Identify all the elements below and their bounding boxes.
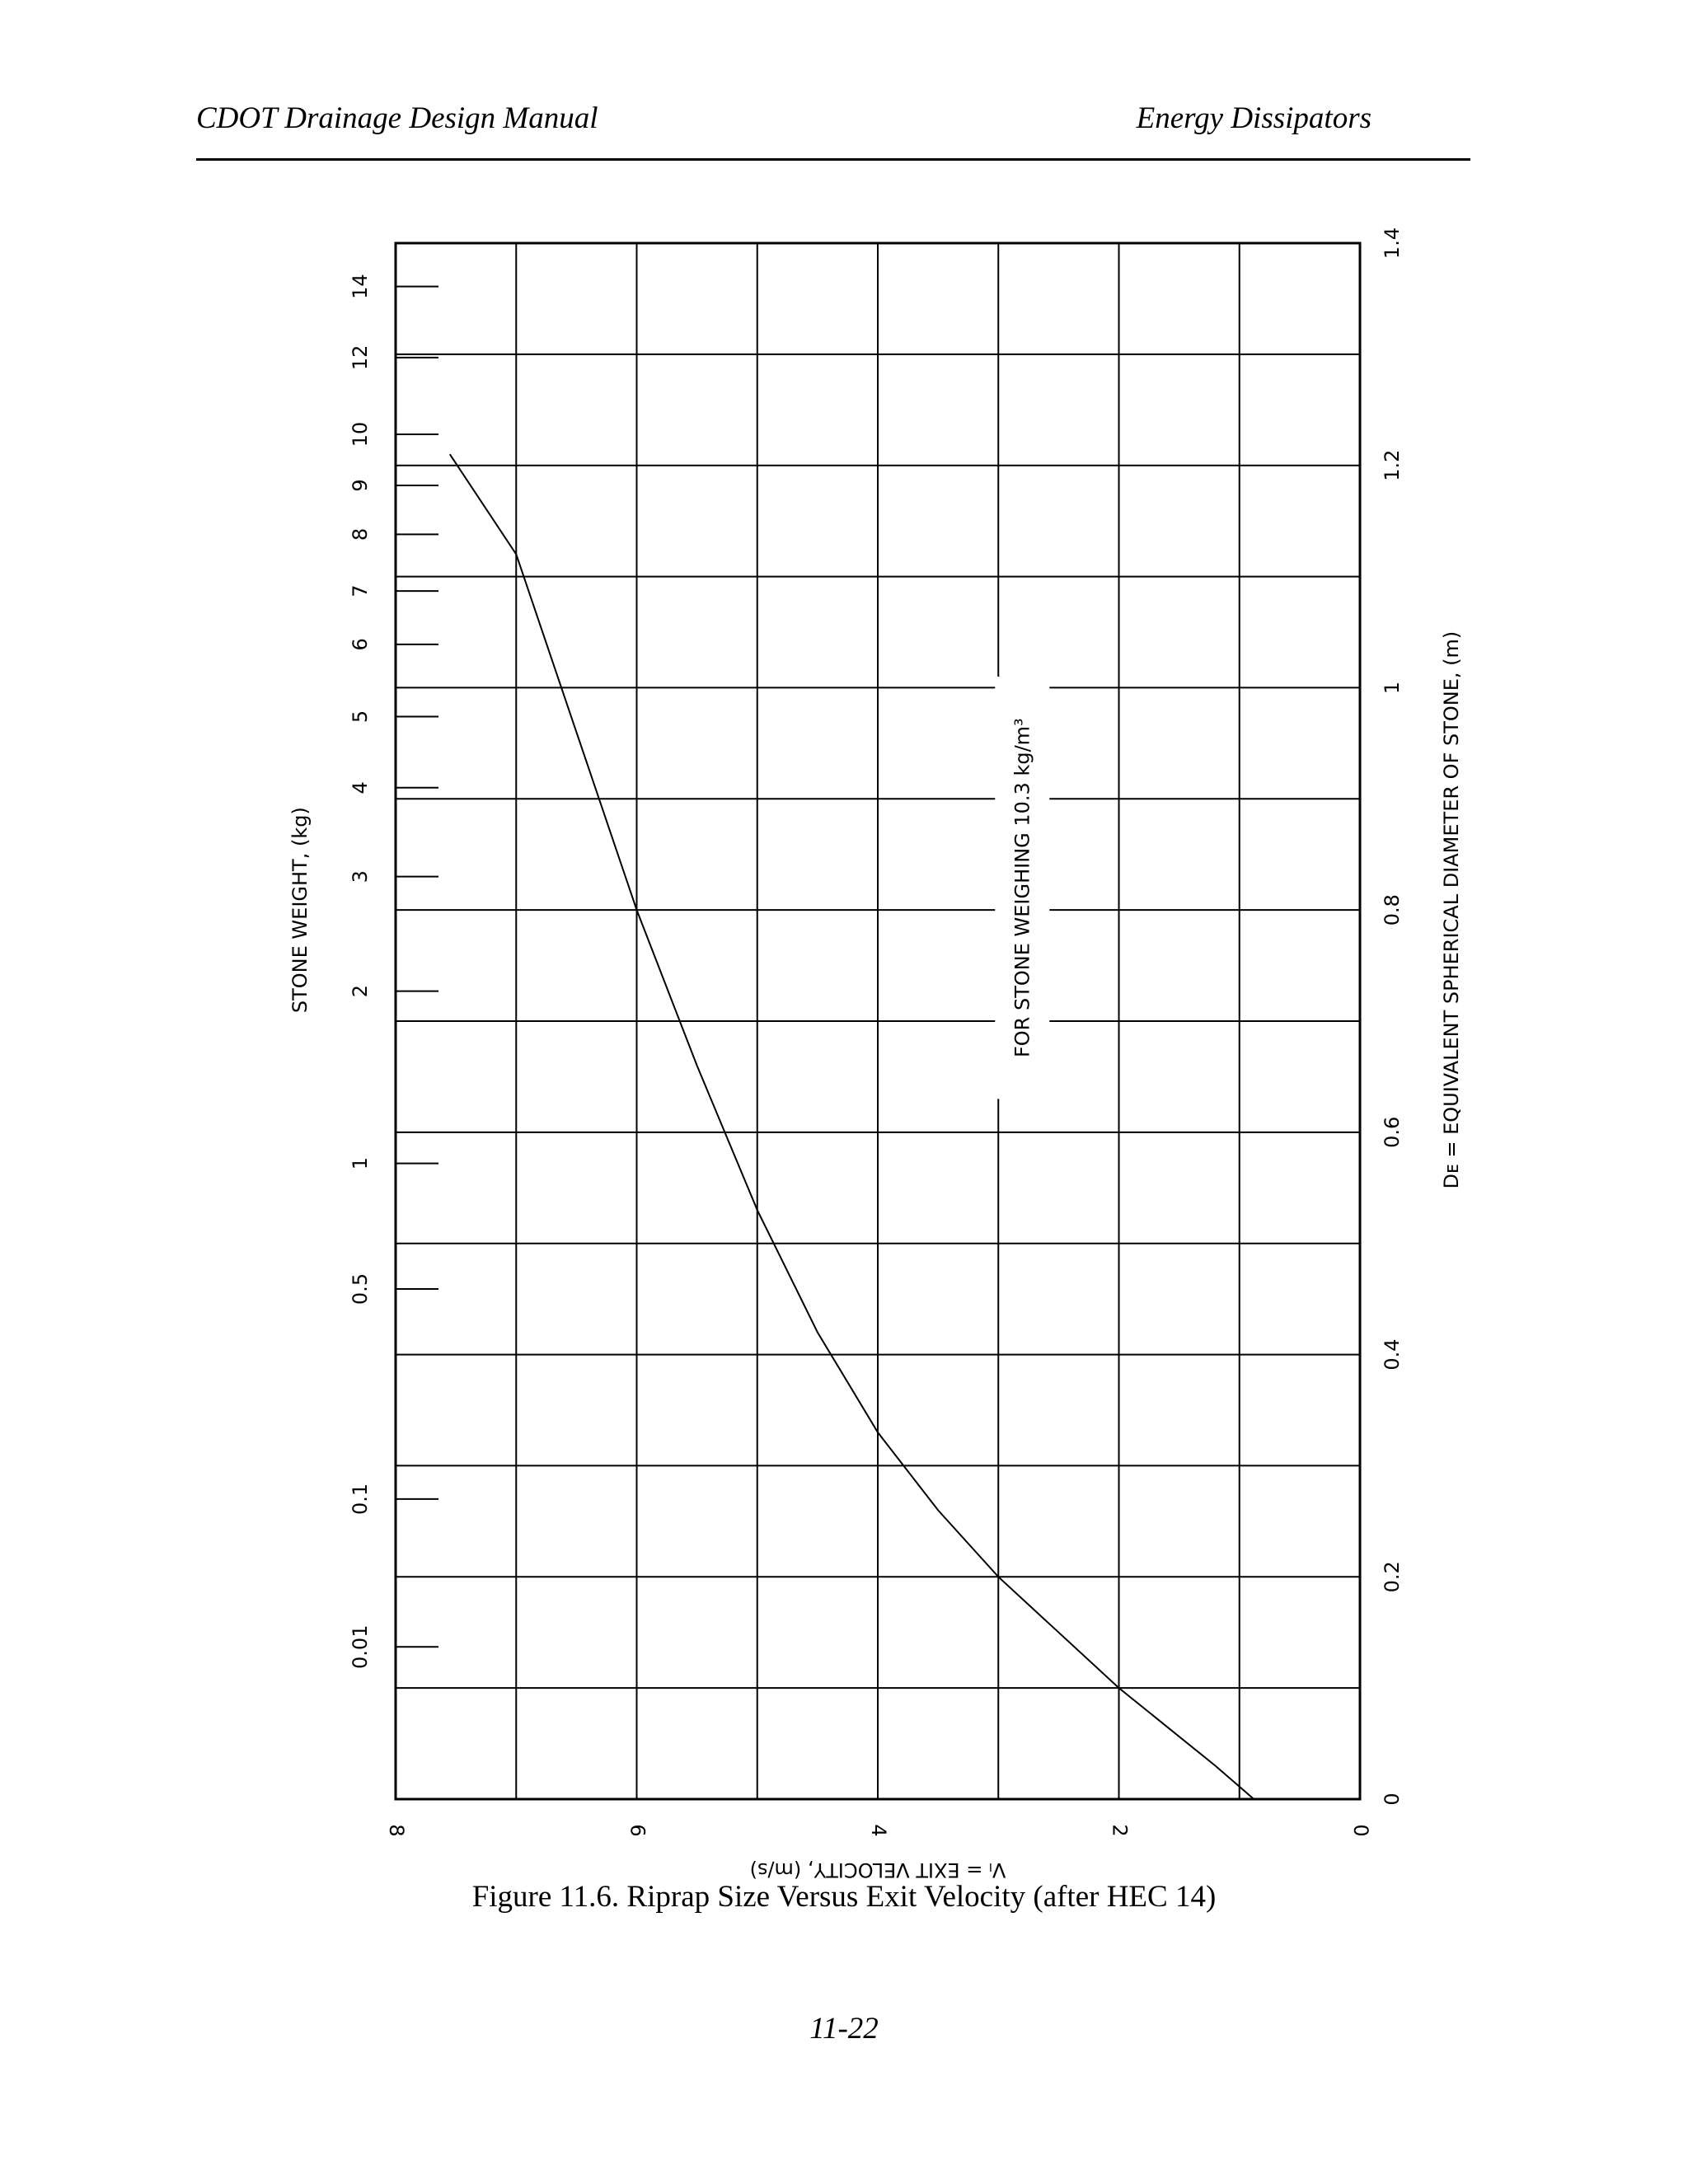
tick-diameter-0.6: 0.6 xyxy=(1381,1117,1404,1148)
tick-velocity-2: 2 xyxy=(1109,1824,1132,1836)
tick-weight-0.01: 0.01 xyxy=(349,1625,372,1669)
tick-diameter-0: 0 xyxy=(1381,1793,1404,1805)
tick-diameter-0.2: 0.2 xyxy=(1381,1561,1404,1592)
x-axis-label: Vₗ = EXIT VELOCITY, (m/s) xyxy=(750,1858,1006,1882)
tick-velocity-8: 8 xyxy=(385,1824,408,1836)
header-section-title: Energy Dissipators xyxy=(1136,101,1372,135)
tick-weight-7: 7 xyxy=(349,584,372,597)
tick-weight-8: 8 xyxy=(349,528,372,541)
tick-velocity-4: 4 xyxy=(867,1824,890,1836)
plot-border xyxy=(394,241,1362,1801)
tick-weight-2: 2 xyxy=(349,985,372,997)
riprap-curve xyxy=(448,453,1254,1800)
tick-weight-9: 9 xyxy=(349,479,372,491)
tick-weight-4: 4 xyxy=(349,781,372,794)
weight-axis-label: STONE WEIGHT, (kg) xyxy=(288,807,312,1013)
tick-weight-12: 12 xyxy=(349,345,372,371)
tick-weight-14: 14 xyxy=(349,274,372,299)
tick-diameter-1.2: 1.2 xyxy=(1381,450,1404,481)
tick-diameter-1.4: 1.4 xyxy=(1381,227,1404,259)
density-annotation: FOR STONE WEIGHING 10.3 kg/m³ xyxy=(1010,718,1034,1057)
tick-diameter-1: 1 xyxy=(1381,682,1404,694)
page-number: 11-22 xyxy=(809,2012,879,2046)
header-manual-title: CDOT Drainage Design Manual xyxy=(196,101,598,135)
tick-weight-3: 3 xyxy=(349,870,372,883)
tick-weight-6: 6 xyxy=(349,638,372,650)
y-axis-label: Dᴇ = EQUIVALENT SPHERICAL DIAMETER OF ST… xyxy=(1440,631,1463,1189)
tick-weight-0.1: 0.1 xyxy=(349,1483,372,1515)
tick-velocity-0: 0 xyxy=(1349,1824,1372,1836)
tick-weight-0.5: 0.5 xyxy=(349,1273,372,1305)
page-header: CDOT Drainage Design Manual Energy Dissi… xyxy=(196,92,1470,161)
tick-weight-1: 1 xyxy=(349,1157,372,1169)
tick-weight-10: 10 xyxy=(349,422,372,448)
tick-diameter-0.8: 0.8 xyxy=(1381,894,1404,926)
tick-velocity-6: 6 xyxy=(626,1824,649,1836)
figure-caption: Figure 11.6. Riprap Size Versus Exit Vel… xyxy=(471,1880,1217,1914)
tick-diameter-0.4: 0.4 xyxy=(1381,1338,1404,1370)
tick-weight-5: 5 xyxy=(349,710,372,723)
